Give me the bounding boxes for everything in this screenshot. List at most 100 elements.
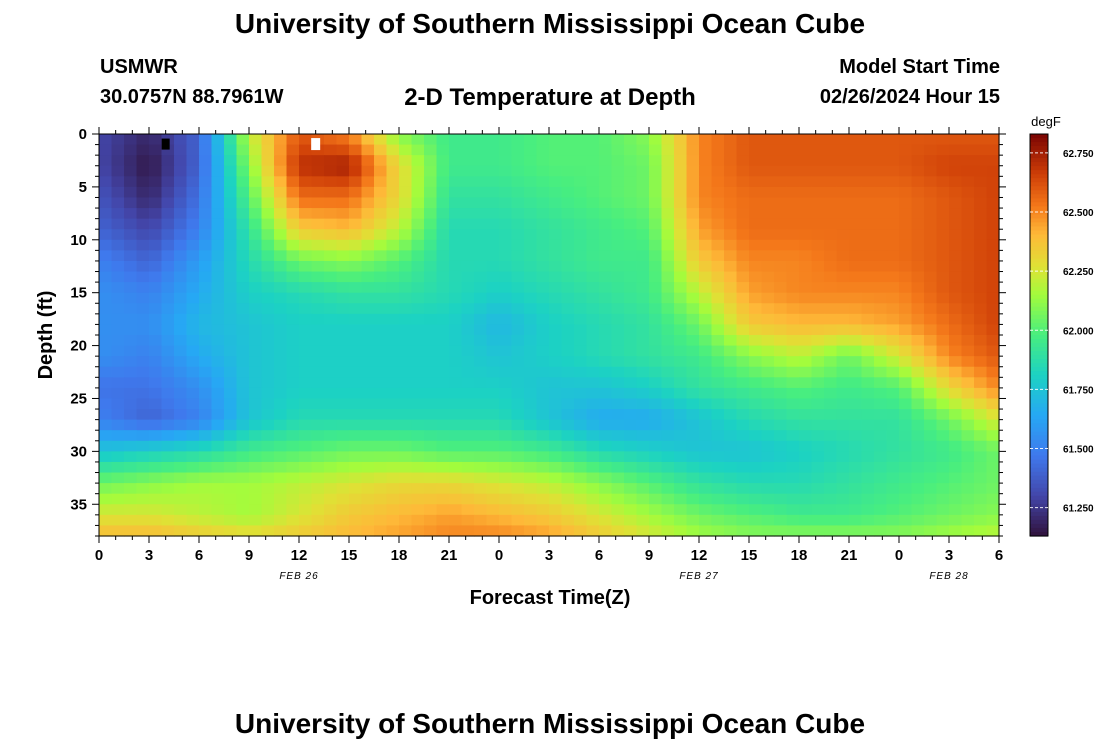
heatmap-cell [961, 419, 975, 431]
heatmap-cell [836, 303, 850, 315]
heatmap-cell [524, 377, 538, 389]
heatmap-cell [274, 313, 288, 326]
heatmap-cell [549, 514, 563, 527]
heatmap-cell [899, 239, 913, 251]
heatmap-cell [486, 208, 500, 220]
heatmap-cell [336, 134, 350, 146]
heatmap-cell [524, 282, 538, 294]
heatmap-cell [624, 419, 638, 431]
heatmap-cell [486, 197, 500, 209]
heatmap-cell [399, 239, 413, 251]
heatmap-cell [911, 387, 925, 400]
heatmap-cell [899, 303, 913, 315]
heatmap-cell [949, 461, 963, 474]
heatmap-cell [749, 271, 763, 283]
heatmap-cell [111, 186, 125, 199]
heatmap-cell [674, 218, 688, 230]
heatmap-cell [111, 176, 125, 188]
heatmap-cell [649, 165, 663, 177]
heatmap-cell [199, 440, 213, 452]
heatmap-cell [186, 461, 200, 474]
heatmap-cell [586, 282, 600, 294]
heatmap-cell [336, 229, 350, 241]
heatmap-cell [974, 155, 988, 167]
heatmap-cell [261, 303, 275, 315]
heatmap-cell [424, 313, 438, 326]
heatmap-cell [336, 345, 350, 357]
heatmap-cell [636, 493, 650, 505]
heatmap-cell [799, 451, 813, 463]
colorbar-band [1030, 274, 1048, 280]
heatmap-cell [799, 144, 813, 156]
heatmap-cell [661, 144, 675, 156]
heatmap-cell [749, 303, 763, 315]
heatmap-cell [111, 377, 125, 389]
heatmap-cell [299, 483, 313, 495]
heatmap-cell [774, 144, 788, 156]
heatmap-cell [424, 461, 438, 474]
heatmap-cell [224, 176, 238, 188]
heatmap-cell [249, 472, 263, 484]
heatmap-cell [174, 186, 188, 199]
heatmap-cell [624, 472, 638, 484]
heatmap-cell [236, 377, 250, 389]
heatmap-cell [949, 504, 963, 516]
heatmap-cell [624, 260, 638, 273]
heatmap-cell [774, 472, 788, 484]
heatmap-cell [249, 303, 263, 315]
heatmap-cell [449, 366, 463, 378]
heatmap-cell [549, 292, 563, 304]
heatmap-cell [761, 366, 775, 378]
heatmap-cell [836, 208, 850, 220]
heatmap-cell [424, 260, 438, 273]
heatmap-cell [786, 144, 800, 156]
heatmap-cell [574, 472, 588, 484]
heatmap-cell [849, 239, 863, 251]
heatmap-cell [111, 313, 125, 326]
heatmap-cell [699, 208, 713, 220]
colorbar-band [1030, 174, 1048, 179]
heatmap-cell [886, 472, 900, 484]
heatmap-cell [349, 461, 363, 474]
heatmap-cell [749, 514, 763, 527]
heatmap-cell [774, 229, 788, 241]
heatmap-cell [224, 514, 238, 527]
heatmap-cell [311, 229, 325, 241]
heatmap-cell [786, 377, 800, 389]
heatmap-cell [774, 282, 788, 294]
heatmap-cell [386, 218, 400, 230]
heatmap-cell [986, 525, 1000, 537]
heatmap-cell [236, 239, 250, 251]
y-tick-label: 0 [79, 126, 87, 143]
colorbar-band [1030, 194, 1048, 199]
heatmap-cell [724, 504, 738, 516]
heatmap-cell [549, 176, 563, 188]
heatmap-cell [149, 366, 163, 378]
heatmap-cell [499, 134, 513, 146]
heatmap-cell [974, 525, 988, 537]
heatmap-cell [199, 324, 213, 336]
heatmap-cell [536, 398, 550, 410]
heatmap-cell [611, 134, 625, 146]
heatmap-cell [624, 398, 638, 410]
heatmap-cell [786, 218, 800, 230]
heatmap-cell [299, 250, 313, 262]
heatmap-cell [711, 356, 725, 368]
heatmap-cell [986, 229, 1000, 241]
heatmap-cell [674, 472, 688, 484]
heatmap-cell [736, 218, 750, 230]
heatmap-cell [511, 176, 525, 188]
heatmap-cell [449, 472, 463, 484]
heatmap-cell [524, 430, 538, 442]
heatmap-cell [611, 504, 625, 516]
heatmap-cell [361, 282, 375, 294]
heatmap-cell [749, 282, 763, 294]
colorbar-band [1030, 226, 1048, 232]
heatmap-cell [324, 483, 338, 495]
heatmap-cell [199, 134, 213, 146]
heatmap-cell [149, 134, 163, 146]
heatmap-cell [274, 419, 288, 431]
heatmap-cell [411, 239, 425, 251]
heatmap-cell [624, 229, 638, 241]
heatmap-cell [274, 335, 288, 347]
